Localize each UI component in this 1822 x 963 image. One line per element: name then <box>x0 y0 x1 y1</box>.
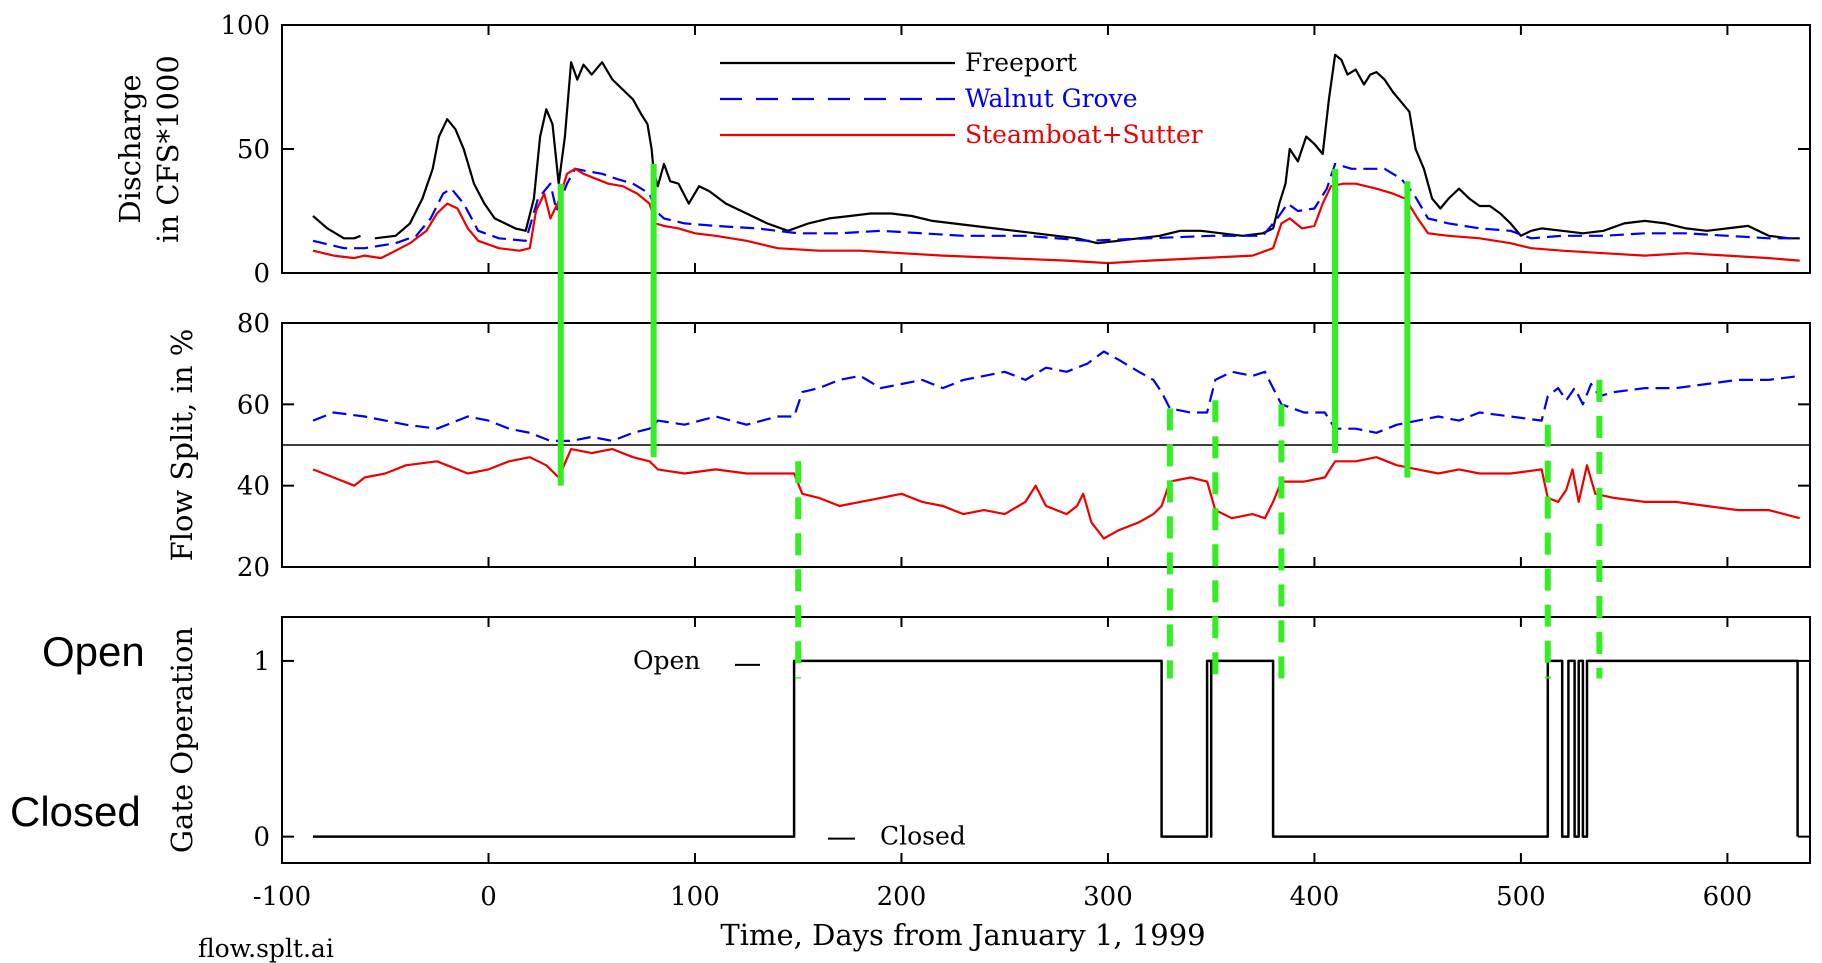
y-axis-title-line1: Discharge <box>113 74 147 223</box>
x-tick-label: 0 <box>480 882 497 912</box>
legend-label-1: Walnut Grove <box>965 84 1138 113</box>
y-tick-label-flowsplit: 20 <box>237 553 270 583</box>
y-tick-label-gate: 0 <box>253 823 270 853</box>
series-line-discharge-steamboat-sutter <box>312 167 1800 265</box>
x-axis-title: Time, Days from January 1, 1999 <box>720 918 1205 952</box>
annotation-closed: Closed <box>880 822 966 851</box>
side-label-open: Open <box>42 628 145 675</box>
series-line-flowsplit-steamboat-sutter <box>312 448 1800 540</box>
x-tick-label: 500 <box>1496 882 1546 912</box>
x-tick-label: 200 <box>877 882 927 912</box>
y-axis-title-flowsplit: Flow Split, in % <box>165 329 199 562</box>
gate-change-markers <box>557 163 1603 679</box>
legend-label-2: Steamboat+Sutter <box>965 120 1203 149</box>
x-tick-label: -100 <box>253 882 311 912</box>
y-tick-label-discharge: 50 <box>237 135 270 165</box>
footer-filename: flow.splt.ai <box>198 934 334 963</box>
y-tick-label-discharge: 100 <box>220 11 270 41</box>
series-line-flowsplit-walnut-grove <box>312 350 1800 442</box>
panel-frames <box>281 24 1811 864</box>
x-tick-label: 100 <box>670 882 720 912</box>
y-tick-label-flowsplit: 80 <box>237 309 270 339</box>
annotation-open: Open <box>633 646 700 675</box>
y-tick-label-gate: 1 <box>253 647 270 677</box>
y-axis-title-line2: in CFS*1000 <box>151 55 185 243</box>
y-tick-label-flowsplit: 60 <box>237 390 270 420</box>
series-line-discharge-freeport <box>312 53 1800 245</box>
series-line-discharge-walnut-grove <box>312 162 1800 250</box>
y-tick-label-discharge: 0 <box>253 259 270 289</box>
series-layer <box>282 53 1810 840</box>
x-tick-label: 400 <box>1290 882 1340 912</box>
x-tick-label: 600 <box>1703 882 1753 912</box>
panel-frame-gate <box>281 616 1811 864</box>
side-label-closed: Closed <box>10 788 141 835</box>
x-tick-label: 300 <box>1083 882 1133 912</box>
legend-label-0: Freeport <box>965 48 1077 77</box>
series-line-gate-gate-operation <box>313 659 1799 838</box>
y-tick-label-flowsplit: 40 <box>237 472 270 502</box>
chart-text: Open Closed Time, Days from January 1, 1… <box>10 11 1752 963</box>
y-axis-title-gate: Gate Operation <box>165 627 199 853</box>
panel-frame-flowsplit <box>281 322 1811 568</box>
